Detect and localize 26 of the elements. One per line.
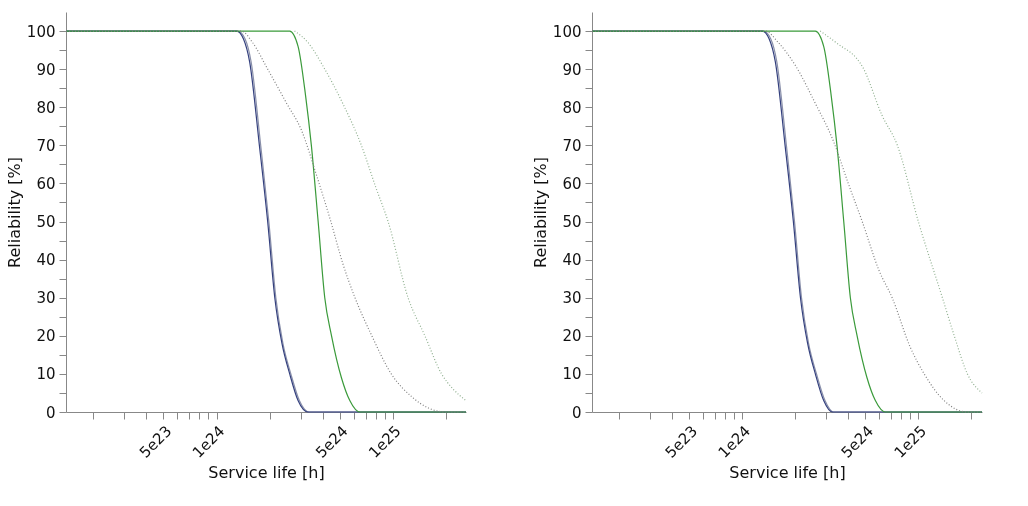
y-tick-label: 10 — [562, 365, 582, 384]
y-tick-label: 50 — [36, 213, 56, 232]
y-tick-label: 0 — [571, 403, 582, 422]
y-tick-label: 0 — [45, 403, 56, 422]
y-tick-label: 30 — [36, 289, 56, 308]
x-axis-title: Service life [h] — [208, 462, 325, 482]
y-tick-label: 70 — [562, 136, 582, 155]
y-axis-title: Reliability [%] — [4, 157, 24, 268]
y-tick-label: 80 — [562, 98, 582, 117]
y-tick-label: 10 — [36, 365, 56, 384]
y-tick-label: 20 — [562, 327, 582, 346]
y-tick-label: 90 — [562, 60, 582, 79]
y-tick-label: 60 — [36, 174, 56, 193]
y-tick-label: 40 — [36, 251, 56, 270]
y-tick-label: 100 — [552, 22, 582, 41]
y-tick-label: 70 — [36, 136, 56, 155]
y-tick-label: 20 — [36, 327, 56, 346]
y-tick-label: 30 — [562, 289, 582, 308]
x-axis-title: Service life [h] — [729, 462, 846, 482]
y-tick-label: 60 — [562, 174, 582, 193]
y-tick-label: 100 — [26, 22, 56, 41]
y-tick-label: 90 — [36, 60, 56, 79]
y-tick-label: 80 — [36, 98, 56, 117]
y-axis-title: Reliability [%] — [530, 157, 550, 268]
y-tick-label: 50 — [562, 213, 582, 232]
y-tick-label: 40 — [562, 251, 582, 270]
